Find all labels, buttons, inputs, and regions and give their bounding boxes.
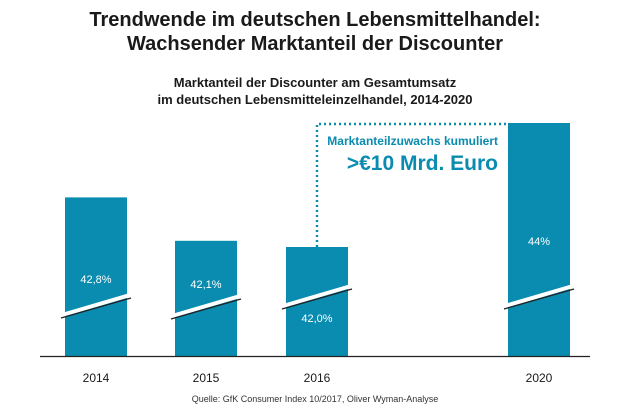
axis-break-line-2015 [170,298,242,320]
source-note: Quelle: GfK Consumer Index 10/2017, Oliv… [191,394,439,404]
axis-break-mark-2015 [171,294,241,318]
axis-break-line-2016 [281,288,353,310]
annotation-line-2: >€10 Mrd. Euro [347,152,498,175]
chart-title-line-2: Wachsender Marktanteil der Discounter [126,33,504,55]
data-label-2020: 44% [528,236,550,248]
axis-break-mark-2020 [504,284,574,308]
x-tick-label-2016: 2016 [304,371,331,385]
annotation-line-1: Marktanteilzuwachs kumuliert [327,134,498,148]
callout-bracket [315,122,508,247]
chart-subtitle-line-1: Marktanteil der Discounter am Gesamtumsa… [173,75,457,90]
chart-title-line-1: Trendwende im deutschen Lebensmittelhand… [89,9,541,31]
x-tick-label-2015: 2015 [193,371,220,385]
axis-break-line-2020 [503,288,575,310]
axis-break-mark-2014 [61,293,131,317]
bar-2014 [65,197,127,356]
x-tick-label-2020: 2020 [526,371,553,385]
data-label-2016: 42,0% [301,313,332,325]
axis-break-mark-2016 [282,284,352,308]
chart-subtitle-line-2: im deutschen Lebensmitteleinzelhandel, 2… [157,92,473,107]
data-label-2015: 42,1% [190,279,221,291]
axis-break-line-2014 [60,297,132,319]
x-tick-label-2014: 2014 [83,371,110,385]
bar-2020 [508,123,570,356]
data-label-2014: 42,8% [80,274,111,286]
